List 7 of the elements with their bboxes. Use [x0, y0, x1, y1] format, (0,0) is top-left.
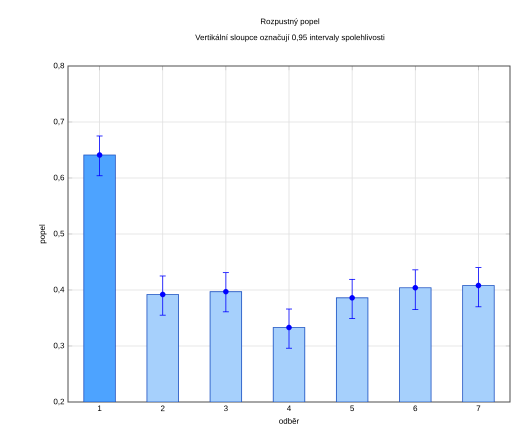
point [476, 282, 482, 288]
point [349, 295, 355, 301]
point [160, 292, 166, 298]
point [412, 284, 418, 291]
point [223, 288, 229, 294]
point [96, 152, 102, 158]
point [286, 324, 292, 330]
